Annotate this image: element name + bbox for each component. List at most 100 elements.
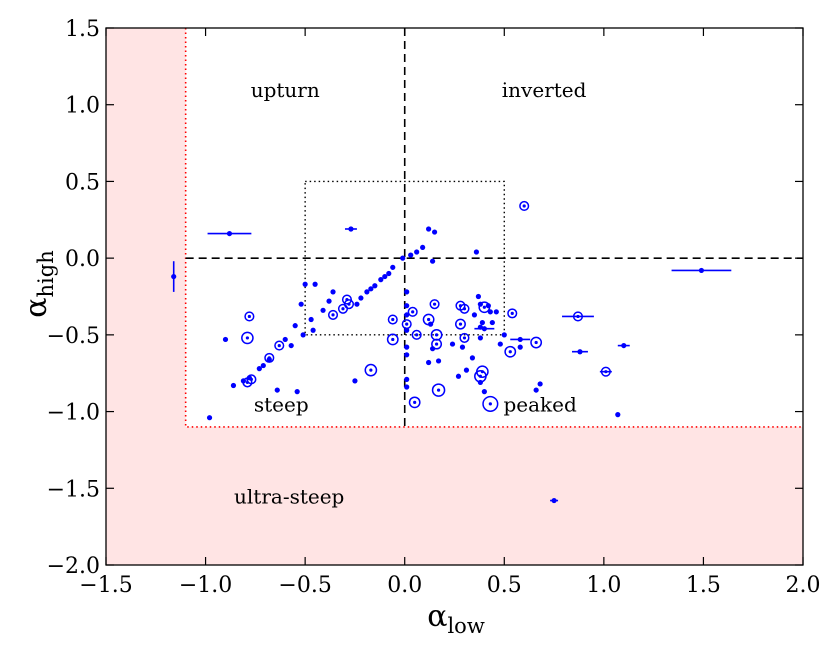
data-point	[241, 331, 254, 345]
point-marker	[244, 311, 255, 322]
point-marker	[171, 273, 177, 280]
data-point	[327, 309, 339, 320]
point-marker	[404, 289, 410, 295]
point-marker	[431, 338, 443, 350]
point-marker	[459, 303, 470, 314]
data-point	[230, 382, 237, 389]
data-point	[294, 389, 300, 395]
point-center	[478, 374, 482, 378]
point-marker	[408, 396, 421, 409]
data-point	[386, 270, 392, 277]
region-label: peaked	[503, 393, 577, 417]
point-marker	[264, 352, 275, 363]
data-point	[382, 273, 388, 280]
point-center	[576, 314, 580, 319]
point-marker	[473, 249, 480, 255]
region-label: inverted	[502, 78, 587, 102]
point-marker	[481, 326, 487, 332]
point-marker	[454, 318, 466, 330]
data-points	[171, 200, 732, 504]
y-tick-label: −1.5	[47, 477, 100, 502]
point-marker	[226, 230, 233, 237]
point-center	[462, 307, 467, 311]
data-point	[459, 303, 470, 314]
point-marker	[282, 336, 288, 343]
point-center	[436, 388, 441, 392]
point-marker	[404, 303, 410, 309]
data-point	[372, 283, 378, 289]
data-point	[519, 200, 530, 212]
point-center	[458, 322, 463, 326]
data-point	[420, 244, 426, 251]
point-marker	[479, 319, 485, 326]
region-label: ultra-steep	[234, 485, 344, 509]
point-center	[341, 307, 345, 311]
point-marker	[308, 316, 314, 323]
point-marker	[407, 306, 418, 317]
data-point	[326, 298, 332, 304]
point-marker	[230, 382, 237, 389]
point-center	[413, 400, 417, 404]
point-center	[405, 322, 409, 326]
point-marker	[551, 497, 557, 504]
point-marker	[386, 270, 392, 277]
data-point	[400, 255, 406, 261]
x-tick-label: 1.0	[586, 573, 621, 598]
point-marker	[302, 281, 308, 287]
point-marker	[482, 395, 499, 412]
data-point	[354, 301, 360, 307]
point-marker	[354, 301, 360, 307]
data-point	[390, 264, 396, 270]
point-marker	[358, 295, 364, 301]
x-tick-label: 0.0	[387, 573, 422, 598]
data-point	[459, 332, 470, 343]
ultra-steep-boundary	[184, 28, 803, 428]
data-point	[264, 352, 275, 363]
data-point	[469, 355, 476, 361]
point-marker	[300, 332, 306, 338]
y-axis-label-subscript: high	[34, 250, 58, 297]
point-marker	[400, 255, 406, 261]
data-point	[474, 369, 487, 383]
data-point	[455, 373, 462, 379]
data-point	[463, 367, 470, 373]
point-marker	[260, 362, 266, 369]
data-point	[302, 281, 308, 287]
data-point	[337, 303, 349, 314]
point-marker	[292, 323, 298, 329]
region-label: upturn	[251, 78, 320, 102]
point-marker	[348, 226, 354, 232]
point-marker	[471, 312, 478, 318]
point-marker	[435, 358, 442, 364]
point-marker	[420, 244, 426, 251]
axis-ticks: −1.5 −1.0 −0.5 0.0 0.5 1.0 1.5 2.0−2.0−1.5−1.0−…	[47, 17, 821, 598]
point-marker	[429, 299, 440, 310]
data-point	[562, 311, 594, 322]
point-marker	[411, 329, 422, 340]
data-point	[404, 384, 410, 390]
data-point	[368, 286, 374, 292]
y-axis-label: αhigh	[19, 250, 58, 317]
point-center	[434, 342, 439, 346]
point-marker	[517, 344, 523, 350]
point-center	[522, 204, 526, 208]
data-point	[206, 415, 213, 421]
point-center	[247, 314, 251, 319]
data-point	[407, 306, 418, 317]
data-point	[404, 289, 410, 295]
data-point	[344, 226, 357, 232]
point-marker	[600, 366, 611, 377]
point-marker	[501, 332, 507, 338]
data-point	[404, 352, 410, 358]
data-point	[493, 309, 499, 315]
x-axis-label-symbol: α	[427, 599, 447, 634]
data-point	[386, 333, 399, 346]
data-point	[431, 229, 438, 235]
open-circle-series	[241, 200, 612, 412]
point-marker	[327, 309, 339, 320]
point-center	[482, 305, 486, 309]
data-point	[482, 395, 499, 412]
data-point	[300, 332, 306, 338]
point-marker	[572, 311, 584, 322]
